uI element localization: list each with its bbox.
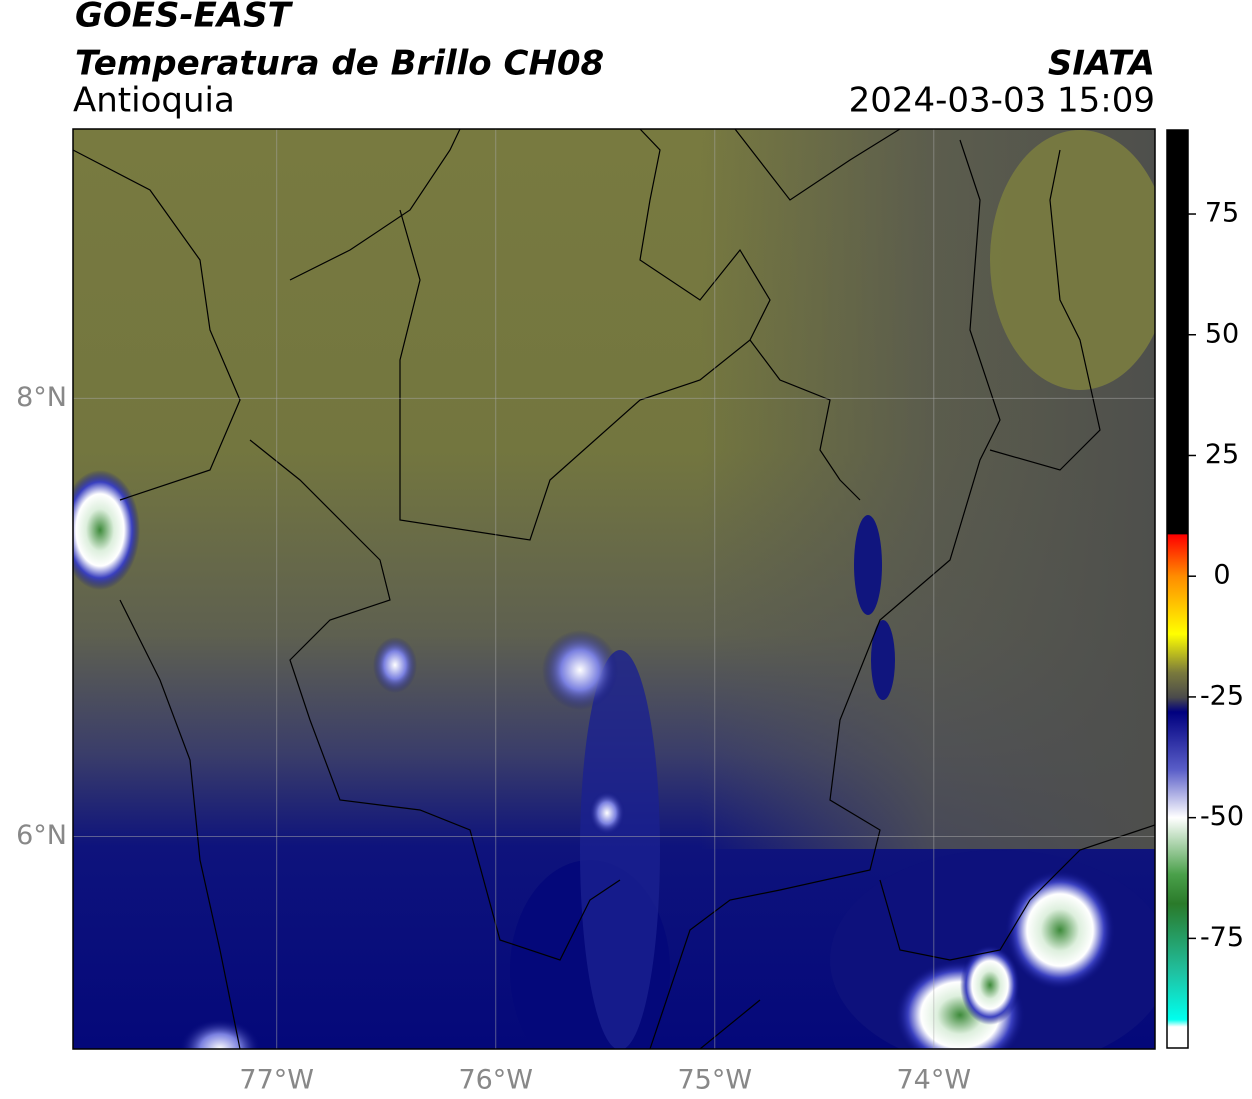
- x-tick-label: 75°W: [677, 1065, 752, 1096]
- colorbar: [1166, 129, 1189, 1049]
- region: Antioquia: [73, 81, 235, 121]
- y-tick-label: 6°N: [16, 820, 67, 851]
- timestamp: 2024-03-03 15:09: [849, 81, 1155, 121]
- colorbar-tick-label: -75: [1200, 922, 1244, 953]
- colorbar-tick-label: 50: [1205, 318, 1239, 349]
- colorbar-tick-label: -25: [1200, 680, 1244, 711]
- map-frame: [72, 128, 1156, 1050]
- x-tick-label: 77°W: [239, 1065, 314, 1096]
- y-tick-label: 8°N: [16, 382, 67, 413]
- source: SIATA: [1048, 44, 1155, 84]
- satellite-image: [73, 129, 1155, 1049]
- colorbar-tick-label: -50: [1200, 801, 1244, 832]
- colorbar-tick-label: 0: [1213, 560, 1230, 591]
- grid: [73, 129, 1155, 1049]
- title: GOES-EAST: [75, 0, 294, 36]
- x-tick-label: 76°W: [458, 1065, 533, 1096]
- colorbar-tick-label: 75: [1205, 198, 1239, 229]
- x-tick-label: 74°W: [897, 1065, 972, 1096]
- colorbar-tick-label: 25: [1205, 439, 1239, 470]
- subtitle: Temperatura de Brillo CH08: [75, 44, 604, 84]
